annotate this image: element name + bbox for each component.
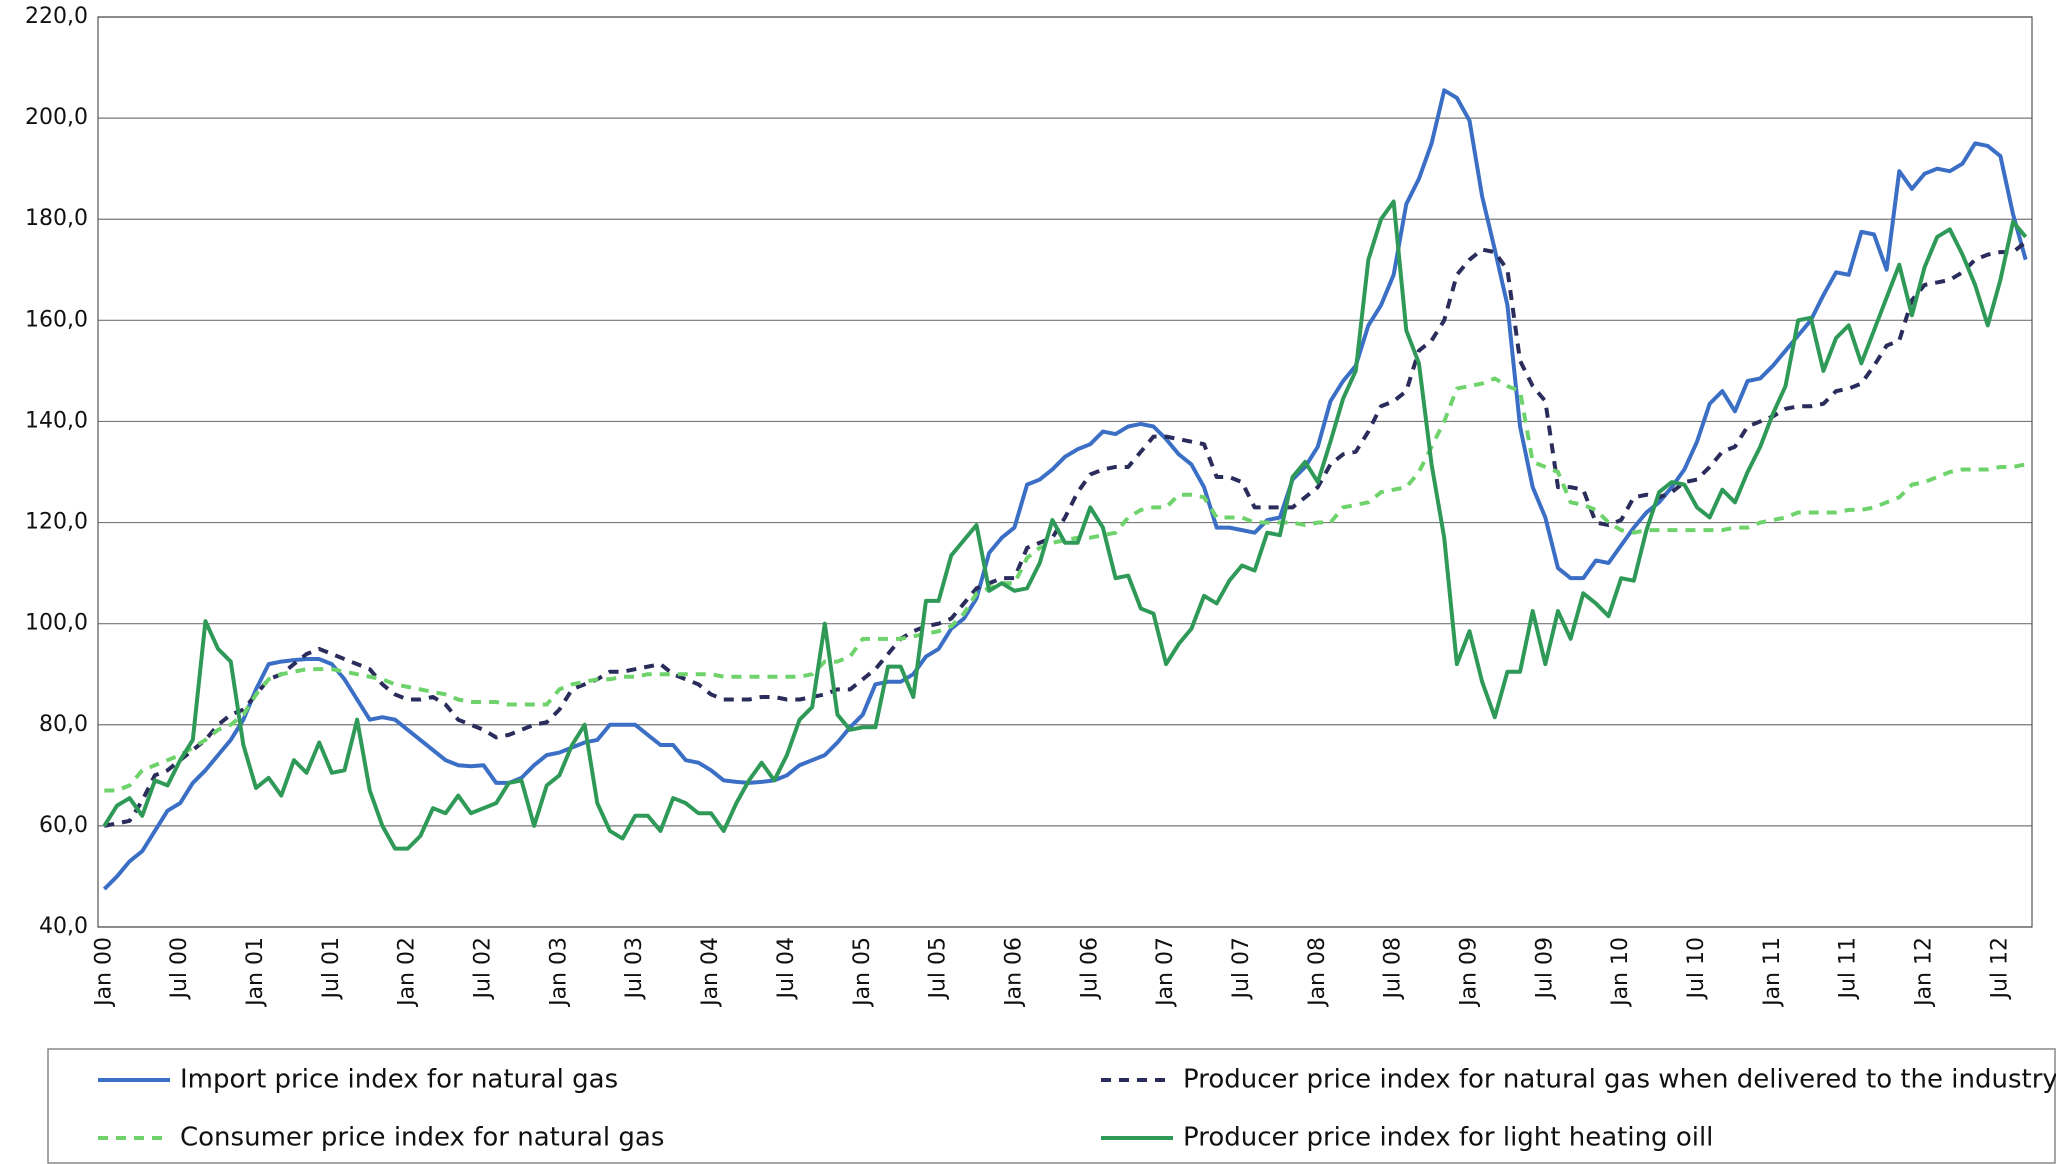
y-tick-label: 120,0 bbox=[25, 510, 88, 535]
legend-label: Producer price index for natural gas whe… bbox=[1183, 1065, 2056, 1095]
x-tick-label: Jul 09 bbox=[1532, 937, 1557, 1001]
y-tick-label: 180,0 bbox=[25, 206, 88, 231]
y-tick-label: 160,0 bbox=[25, 307, 88, 332]
x-tick-label: Jul 00 bbox=[167, 937, 192, 1001]
x-tick-label: Jan 02 bbox=[395, 937, 420, 1008]
y-tick-label: 80,0 bbox=[39, 712, 88, 737]
legend-box bbox=[47, 1048, 2056, 1164]
x-tick-label: Jul 12 bbox=[1987, 937, 2012, 1001]
x-tick-label: Jul 08 bbox=[1381, 937, 1406, 1001]
x-tick-label: Jan 04 bbox=[698, 937, 723, 1008]
x-tick-label: Jul 04 bbox=[774, 937, 799, 1001]
x-tick-label: Jan 08 bbox=[1305, 937, 1330, 1008]
x-tick-label: Jan 00 bbox=[91, 937, 116, 1008]
x-tick-label: Jan 03 bbox=[546, 937, 571, 1008]
x-tick-label: Jul 07 bbox=[1229, 937, 1254, 1001]
y-tick-label: 60,0 bbox=[39, 813, 88, 838]
series-line bbox=[103, 240, 2027, 828]
plot-frame bbox=[97, 16, 2033, 928]
y-tick-label: 40,0 bbox=[39, 914, 88, 939]
x-tick-label: Jan 10 bbox=[1608, 937, 1633, 1008]
x-tick-label: Jan 06 bbox=[1001, 937, 1026, 1008]
x-tick-label: Jan 09 bbox=[1456, 937, 1481, 1008]
series-line bbox=[102, 199, 2028, 851]
x-tick-label: Jan 01 bbox=[243, 937, 268, 1008]
legend-label: Import price index for natural gas bbox=[180, 1065, 618, 1095]
x-tick-label: Jul 06 bbox=[1077, 937, 1102, 1001]
legend-label: Consumer price index for natural gas bbox=[180, 1123, 664, 1153]
y-tick-label: 100,0 bbox=[25, 611, 88, 636]
y-tick-label: 220,0 bbox=[25, 4, 88, 29]
y-tick-label: 140,0 bbox=[25, 408, 88, 433]
x-tick-label: Jul 05 bbox=[926, 937, 951, 1001]
x-tick-label: Jan 11 bbox=[1760, 937, 1785, 1008]
series-line bbox=[102, 88, 2028, 891]
x-tick-label: Jul 03 bbox=[622, 937, 647, 1001]
x-tick-label: Jul 11 bbox=[1836, 937, 1861, 1001]
series-line bbox=[104, 376, 2027, 793]
x-tick-label: Jul 01 bbox=[319, 937, 344, 1001]
x-tick-label: Jan 12 bbox=[1912, 937, 1937, 1008]
legend-label: Producer price index for light heating o… bbox=[1183, 1123, 1713, 1153]
y-tick-label: 200,0 bbox=[25, 105, 88, 130]
x-tick-label: Jul 10 bbox=[1684, 937, 1709, 1001]
x-tick-label: Jul 02 bbox=[471, 937, 496, 1001]
x-tick-label: Jan 05 bbox=[850, 937, 875, 1008]
x-tick-label: Jan 07 bbox=[1153, 937, 1178, 1008]
